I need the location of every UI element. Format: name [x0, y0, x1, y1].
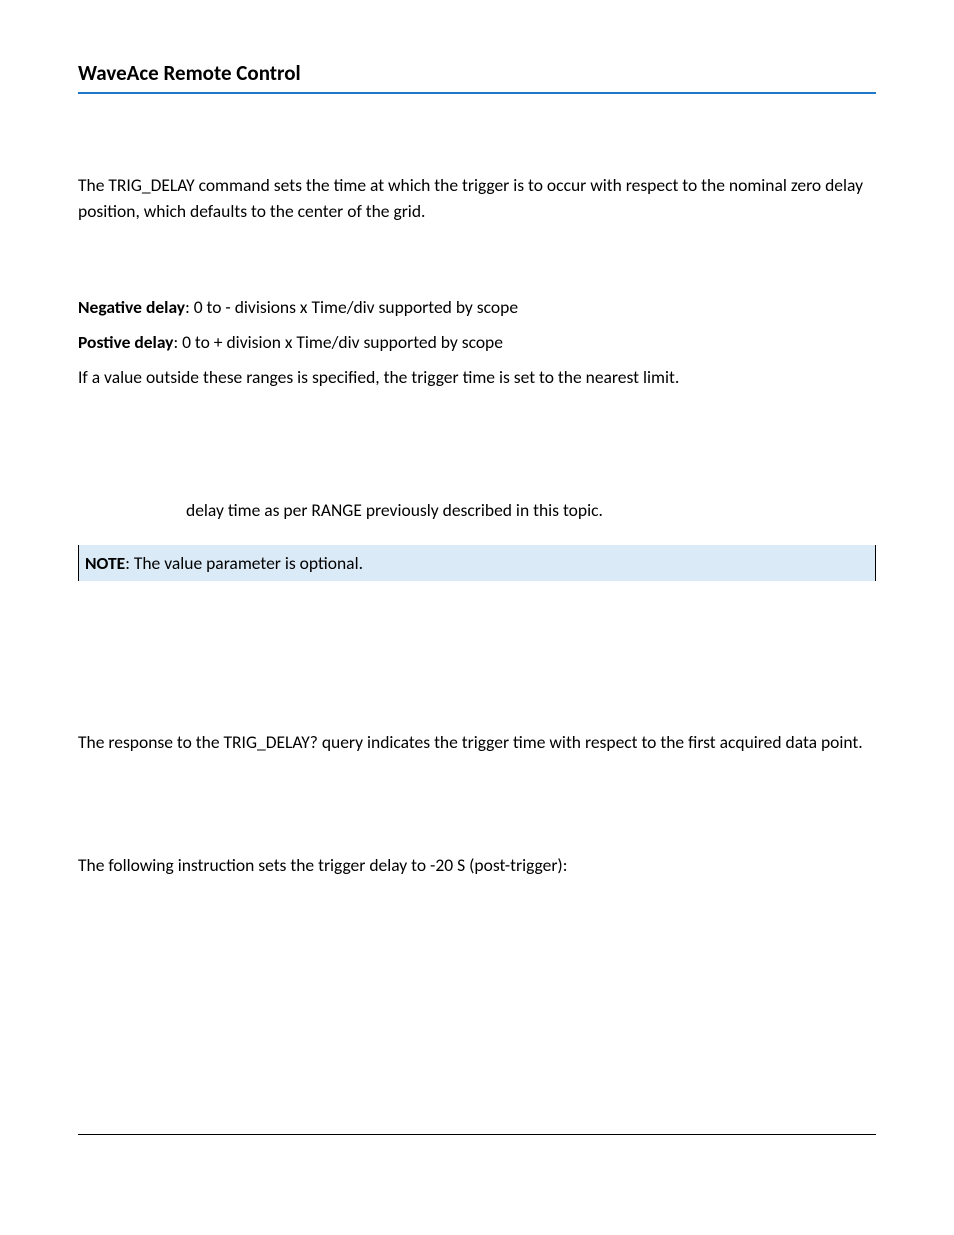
positive-delay-label: Postive delay: [78, 331, 173, 353]
negative-delay-line: Negative delay: 0 to - divisions x Time/…: [78, 295, 876, 320]
note-box: NOTE: The value parameter is optional.: [78, 545, 876, 582]
indented-delay-description: delay time as per RANGE previously descr…: [186, 497, 876, 523]
document-page: WaveAce Remote Control The TRIG_DELAY co…: [0, 0, 954, 1235]
outside-range-line: If a value outside these ranges is speci…: [78, 365, 876, 390]
positive-delay-text: : 0 to + division x Time/div supported b…: [173, 331, 502, 353]
query-paragraph: The response to the TRIG_DELAY? query in…: [78, 729, 876, 755]
spacer: [78, 782, 876, 852]
footer-divider: [78, 1134, 876, 1135]
note-text: : The value parameter is optional.: [125, 552, 363, 574]
note-label: NOTE: [85, 552, 125, 574]
intro-paragraph: The TRIG_DELAY command sets the time at …: [78, 172, 876, 225]
negative-delay-text: : 0 to - divisions x Time/div supported …: [185, 296, 518, 318]
spacer: [78, 251, 876, 295]
example-paragraph: The following instruction sets the trigg…: [78, 852, 876, 878]
negative-delay-label: Negative delay: [78, 296, 185, 318]
page-header-title: WaveAce Remote Control: [78, 60, 876, 94]
spacer: [78, 581, 876, 729]
positive-delay-line: Postive delay: 0 to + division x Time/di…: [78, 330, 876, 355]
